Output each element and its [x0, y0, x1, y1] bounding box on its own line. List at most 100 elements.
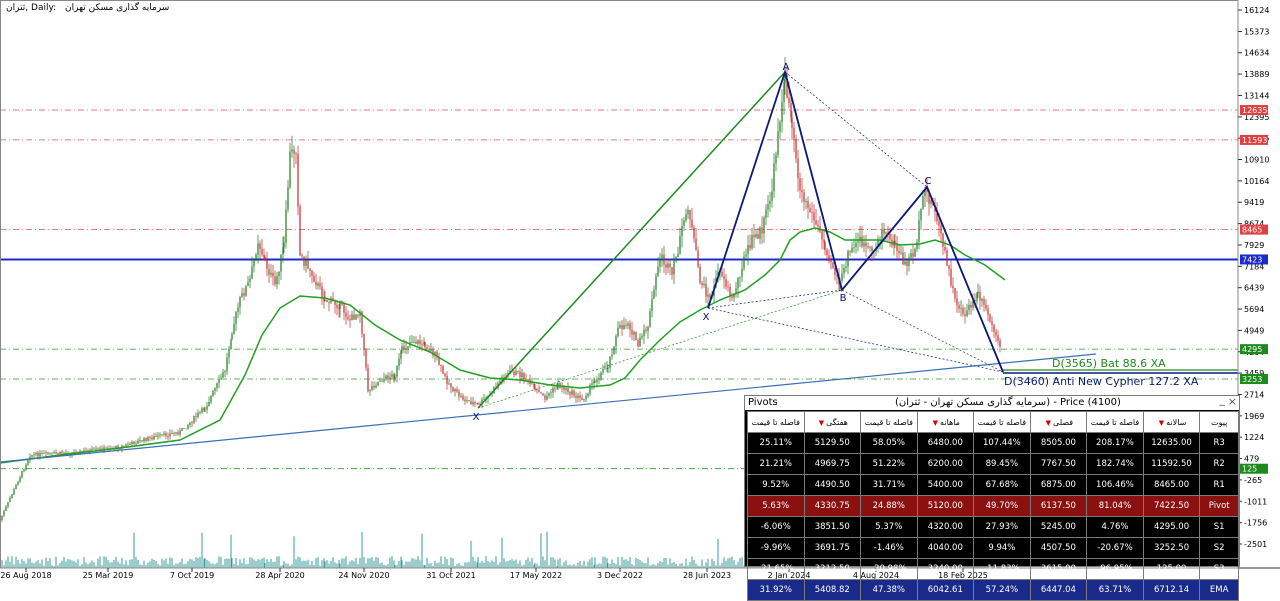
pivots-row: -6.06% 3851.50 5.37% 4320.00 27.93% 5245.00 4.…	[747, 516, 1239, 538]
volume-bar	[189, 558, 191, 568]
volume-bar	[641, 561, 643, 568]
pivots-header[interactable]: Pivots (سرمایه گذاری مسکن تهران - ثتران)…	[745, 393, 1239, 410]
price-tag	[1240, 463, 1268, 474]
candle-body	[575, 395, 577, 398]
pivots-col-header[interactable]: پیوت	[1199, 411, 1239, 433]
pivots-cell: 5.63%	[747, 495, 805, 517]
pivots-col-header[interactable]: فاصله تا قیمت	[1086, 411, 1144, 433]
volume-bar	[151, 558, 153, 568]
volume-bar	[434, 560, 436, 568]
candle-body	[544, 395, 546, 400]
candle-body	[928, 192, 930, 204]
candle-body	[569, 392, 571, 395]
candle-body	[285, 209, 287, 243]
volume-bar	[43, 565, 45, 568]
volume-bar	[313, 564, 315, 568]
ema-line[interactable]	[0, 227, 1006, 464]
pivots-col-header[interactable]: ▼ ماهانه	[916, 411, 975, 433]
pivots-col-header-label: فاصله تا قیمت	[864, 417, 914, 427]
x-tick-label: 28 Apr 2020	[255, 571, 304, 580]
minimize-icon[interactable]: _	[1219, 393, 1226, 406]
candle-body	[201, 408, 203, 413]
volume-bar	[107, 560, 109, 568]
volume-bar	[554, 559, 556, 568]
candle-body	[411, 342, 413, 343]
pivots-col-header[interactable]: ▼ هفتگی	[803, 411, 862, 433]
volume-bar	[95, 565, 97, 568]
pivots-cell: S2	[1199, 537, 1239, 559]
cypher-pattern[interactable]	[707, 68, 1004, 373]
candle-body	[204, 409, 206, 411]
volume-bar	[602, 556, 604, 568]
candle-body	[577, 395, 579, 398]
candle-body	[479, 403, 481, 405]
volume-bar	[149, 561, 151, 568]
candle-body	[169, 433, 171, 437]
candle-body	[809, 207, 811, 213]
support-trendline[interactable]	[0, 353, 1097, 463]
volume-bar	[23, 561, 25, 568]
candle-body	[181, 428, 183, 431]
candle-body	[483, 398, 485, 400]
y-tick-label: 10164	[1244, 177, 1269, 186]
candle-body	[655, 275, 657, 290]
candle-body	[197, 413, 199, 418]
volume-bar	[287, 563, 289, 568]
volume-bar	[220, 556, 222, 568]
volume-bar	[689, 562, 691, 568]
pivots-cell: 4969.75	[803, 453, 862, 475]
sort-arrow-icon[interactable]: ▼	[932, 418, 939, 427]
volume-bar	[69, 559, 71, 568]
pivots-col-header[interactable]: فاصله تا قیمت	[860, 411, 918, 433]
volume-bar	[405, 561, 407, 568]
volume-bar	[369, 558, 371, 568]
candle-body	[775, 154, 777, 164]
pivots-col-header[interactable]: فاصله تا قیمت	[973, 411, 1031, 433]
candle-body	[741, 268, 743, 277]
candle-body	[991, 321, 993, 325]
candle-body	[228, 348, 230, 358]
candle-body	[981, 298, 983, 301]
candle-body	[255, 254, 257, 260]
y-tick-label: 4949	[1244, 326, 1264, 335]
pivots-col-header-label: فصلی	[1053, 417, 1074, 427]
volume-bar	[89, 562, 91, 568]
volume-bar	[485, 556, 487, 568]
sort-arrow-icon[interactable]: ▼	[1045, 418, 1052, 427]
sort-arrow-icon[interactable]: ▼	[818, 418, 825, 427]
volume-bar	[647, 557, 649, 568]
candle-body	[369, 389, 371, 392]
candle-body	[165, 433, 167, 437]
pivots-col-header[interactable]: ▼ فصلی	[1029, 411, 1088, 433]
volume-bar	[280, 565, 282, 568]
candle-body	[35, 452, 37, 455]
candle-body	[591, 383, 593, 385]
pivots-col-header-label: ماهانه	[940, 417, 960, 427]
candle-body	[49, 453, 51, 455]
volume-bar	[241, 562, 243, 568]
bat-pattern[interactable]	[477, 70, 1004, 409]
close-icon[interactable]: ×	[1227, 395, 1237, 408]
volume-bar	[450, 557, 452, 568]
candle-body	[625, 324, 627, 326]
volume-bar	[381, 562, 383, 568]
sort-arrow-icon[interactable]: ▼	[1158, 418, 1165, 427]
pivots-cell: 208.17%	[1086, 432, 1144, 454]
candle-body	[21, 471, 23, 478]
candle-body	[735, 288, 737, 295]
volume-bar	[587, 561, 589, 568]
y-tick-label: -265	[1244, 476, 1262, 485]
candle-body	[55, 452, 57, 454]
volume-bar	[438, 562, 440, 568]
volume-bar	[544, 560, 546, 568]
pivots-panel[interactable]: Pivots (سرمایه گذاری مسکن تهران - ثتران)…	[744, 393, 1240, 601]
candle-body	[962, 307, 964, 315]
volume-bar	[407, 561, 409, 568]
candle-body	[226, 357, 228, 372]
pivots-title: (سرمایه گذاری مسکن تهران - ثتران) - Pric…	[895, 397, 1121, 408]
pivots-col-header[interactable]: فاصله تا قیمت	[747, 411, 805, 433]
volume-bar	[270, 558, 272, 568]
candle-body	[91, 448, 93, 450]
pivots-col-header[interactable]: ▼ سالانه	[1142, 411, 1201, 433]
candle-body	[587, 393, 589, 397]
